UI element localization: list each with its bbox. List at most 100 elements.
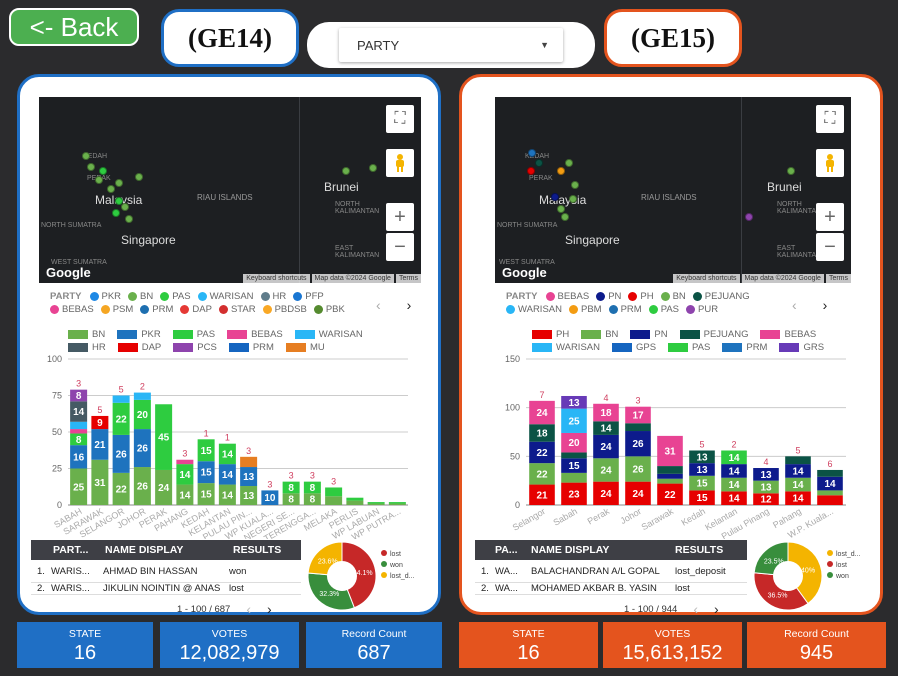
legend-item[interactable]: BN [660, 291, 686, 302]
legend-item[interactable]: PH [628, 291, 654, 302]
legend-item[interactable]: BN [128, 291, 153, 302]
chart-legend-item[interactable]: PAS [668, 342, 710, 353]
map-marker[interactable] [565, 159, 573, 167]
ge14-map[interactable]: Malaysia Singapore Brunei RIAU ISLANDS N… [39, 97, 421, 283]
legend-item[interactable]: BEBAS [50, 304, 94, 315]
legend-item[interactable]: PRM [140, 304, 173, 315]
map-marker[interactable] [99, 167, 107, 175]
zoom-out-button[interactable]: − [816, 233, 844, 261]
map-marker[interactable] [551, 193, 559, 201]
col-party[interactable]: PA... [495, 544, 518, 556]
chart-legend-item[interactable]: PCS [173, 342, 217, 353]
chart-legend-item[interactable]: HR [68, 342, 106, 353]
map-marker[interactable] [557, 167, 565, 175]
keyboard-shortcuts-link[interactable]: Keyboard shortcuts [243, 274, 310, 283]
chart-legend-item[interactable]: WARISAN [294, 329, 363, 340]
pegman-icon[interactable] [816, 149, 844, 177]
table-row[interactable]: 2. WARIS... JIKULIN NOINTIN @ ANAS lost [31, 583, 301, 595]
back-button[interactable]: <- Back [9, 8, 139, 46]
map-marker[interactable] [535, 159, 543, 167]
chart-legend-item[interactable]: BEBAS [227, 329, 283, 340]
map-marker[interactable] [115, 179, 123, 187]
table-row[interactable]: 1. WA... BALACHANDRAN A/L GOPAL lost_dep… [475, 561, 747, 583]
map-marker[interactable] [561, 213, 569, 221]
col-name[interactable]: NAME DISPLAY [531, 544, 610, 556]
chevron-right-icon[interactable]: › [714, 601, 719, 617]
keyboard-shortcuts-link[interactable]: Keyboard shortcuts [673, 274, 740, 283]
terms-link[interactable]: Terms [395, 274, 421, 283]
legend-item[interactable]: PKR [89, 291, 121, 302]
map-marker[interactable] [125, 215, 133, 223]
map-marker[interactable] [115, 197, 123, 205]
legend-item[interactable]: PSM [100, 304, 133, 315]
chart-legend-item[interactable]: PEJUANG [679, 329, 748, 340]
legend-item[interactable]: WARISAN [197, 291, 254, 302]
map-marker[interactable] [569, 195, 577, 203]
chevron-left-icon[interactable]: ‹ [792, 297, 797, 313]
chart-legend-item[interactable]: PN [630, 329, 668, 340]
col-party[interactable]: PART... [53, 544, 89, 556]
legend-item[interactable]: PFP [293, 291, 324, 302]
chevron-right-icon[interactable]: › [267, 601, 272, 617]
chevron-left-icon[interactable]: ‹ [376, 297, 381, 313]
legend-item[interactable]: PUR [686, 304, 718, 315]
table-row[interactable]: 1. WARIS... AHMAD BIN HASSAN won [31, 561, 301, 583]
chart-legend-item[interactable]: PRM [722, 342, 767, 353]
map-marker[interactable] [107, 185, 115, 193]
legend-item[interactable]: STAR [218, 304, 256, 315]
legend-item[interactable]: PBK [313, 304, 345, 315]
map-marker[interactable] [121, 203, 129, 211]
map-marker[interactable] [112, 209, 120, 217]
chart-legend-item[interactable]: DAP [117, 342, 161, 353]
map-marker[interactable] [527, 167, 535, 175]
chevron-left-icon[interactable]: ‹ [693, 601, 699, 617]
map-marker[interactable] [528, 149, 536, 157]
terms-link[interactable]: Terms [825, 274, 851, 283]
legend-item[interactable]: PBM [568, 304, 602, 315]
fullscreen-icon[interactable]: ⛶ [816, 105, 844, 133]
col-name[interactable]: NAME DISPLAY [105, 544, 184, 556]
legend-item[interactable]: HR [260, 291, 286, 302]
chart-legend-item[interactable]: GRS [779, 342, 824, 353]
party-dropdown[interactable]: PARTY ▼ [339, 28, 563, 62]
chart-legend-item[interactable]: PKR [117, 329, 161, 340]
chart-legend-item[interactable]: WARISAN [532, 342, 600, 353]
map-marker[interactable] [135, 173, 143, 181]
legend-item[interactable]: PRM [608, 304, 642, 315]
map-marker[interactable] [745, 213, 753, 221]
map-marker[interactable] [787, 167, 795, 175]
chart-legend-item[interactable]: GPS [611, 342, 656, 353]
map-marker[interactable] [342, 167, 350, 175]
legend-item[interactable]: PAS [648, 304, 679, 315]
table-row[interactable]: 2. WA... MOHAMED AKBAR B. YASIN lost [475, 583, 747, 595]
chart-legend-item[interactable]: BN [68, 329, 105, 340]
col-results[interactable]: RESULTS [233, 544, 282, 556]
fullscreen-icon[interactable]: ⛶ [386, 105, 414, 133]
map-marker[interactable] [95, 176, 103, 184]
map-marker[interactable] [571, 181, 579, 189]
zoom-in-button[interactable]: + [386, 203, 414, 231]
chart-legend-item[interactable]: PRM [228, 342, 274, 353]
map-marker[interactable] [87, 163, 95, 171]
map-marker[interactable] [82, 152, 90, 160]
col-results[interactable]: RESULTS [675, 544, 724, 556]
pegman-icon[interactable] [386, 149, 414, 177]
legend-item[interactable]: PAS [160, 291, 191, 302]
chart-legend-item[interactable]: BEBAS [760, 329, 816, 340]
ge15-map[interactable]: Malaysia Singapore Brunei RIAU ISLANDS N… [495, 97, 851, 283]
zoom-out-button[interactable]: − [386, 233, 414, 261]
map-marker[interactable] [369, 164, 377, 172]
map-marker[interactable] [557, 205, 565, 213]
chart-legend-item[interactable]: BN [581, 329, 618, 340]
chart-legend-item[interactable]: PH [532, 329, 569, 340]
chart-legend-item[interactable]: PAS [172, 329, 215, 340]
legend-item[interactable]: PN [596, 291, 621, 302]
chevron-left-icon[interactable]: ‹ [246, 601, 252, 617]
chevron-right-icon[interactable]: › [406, 297, 412, 313]
chart-legend-item[interactable]: MU [285, 342, 325, 353]
legend-item[interactable]: BEBAS [545, 291, 589, 302]
zoom-in-button[interactable]: + [816, 203, 844, 231]
legend-item[interactable]: PEJUANG [692, 291, 750, 302]
chevron-right-icon[interactable]: › [822, 297, 828, 313]
legend-item[interactable]: DAP [180, 304, 212, 315]
